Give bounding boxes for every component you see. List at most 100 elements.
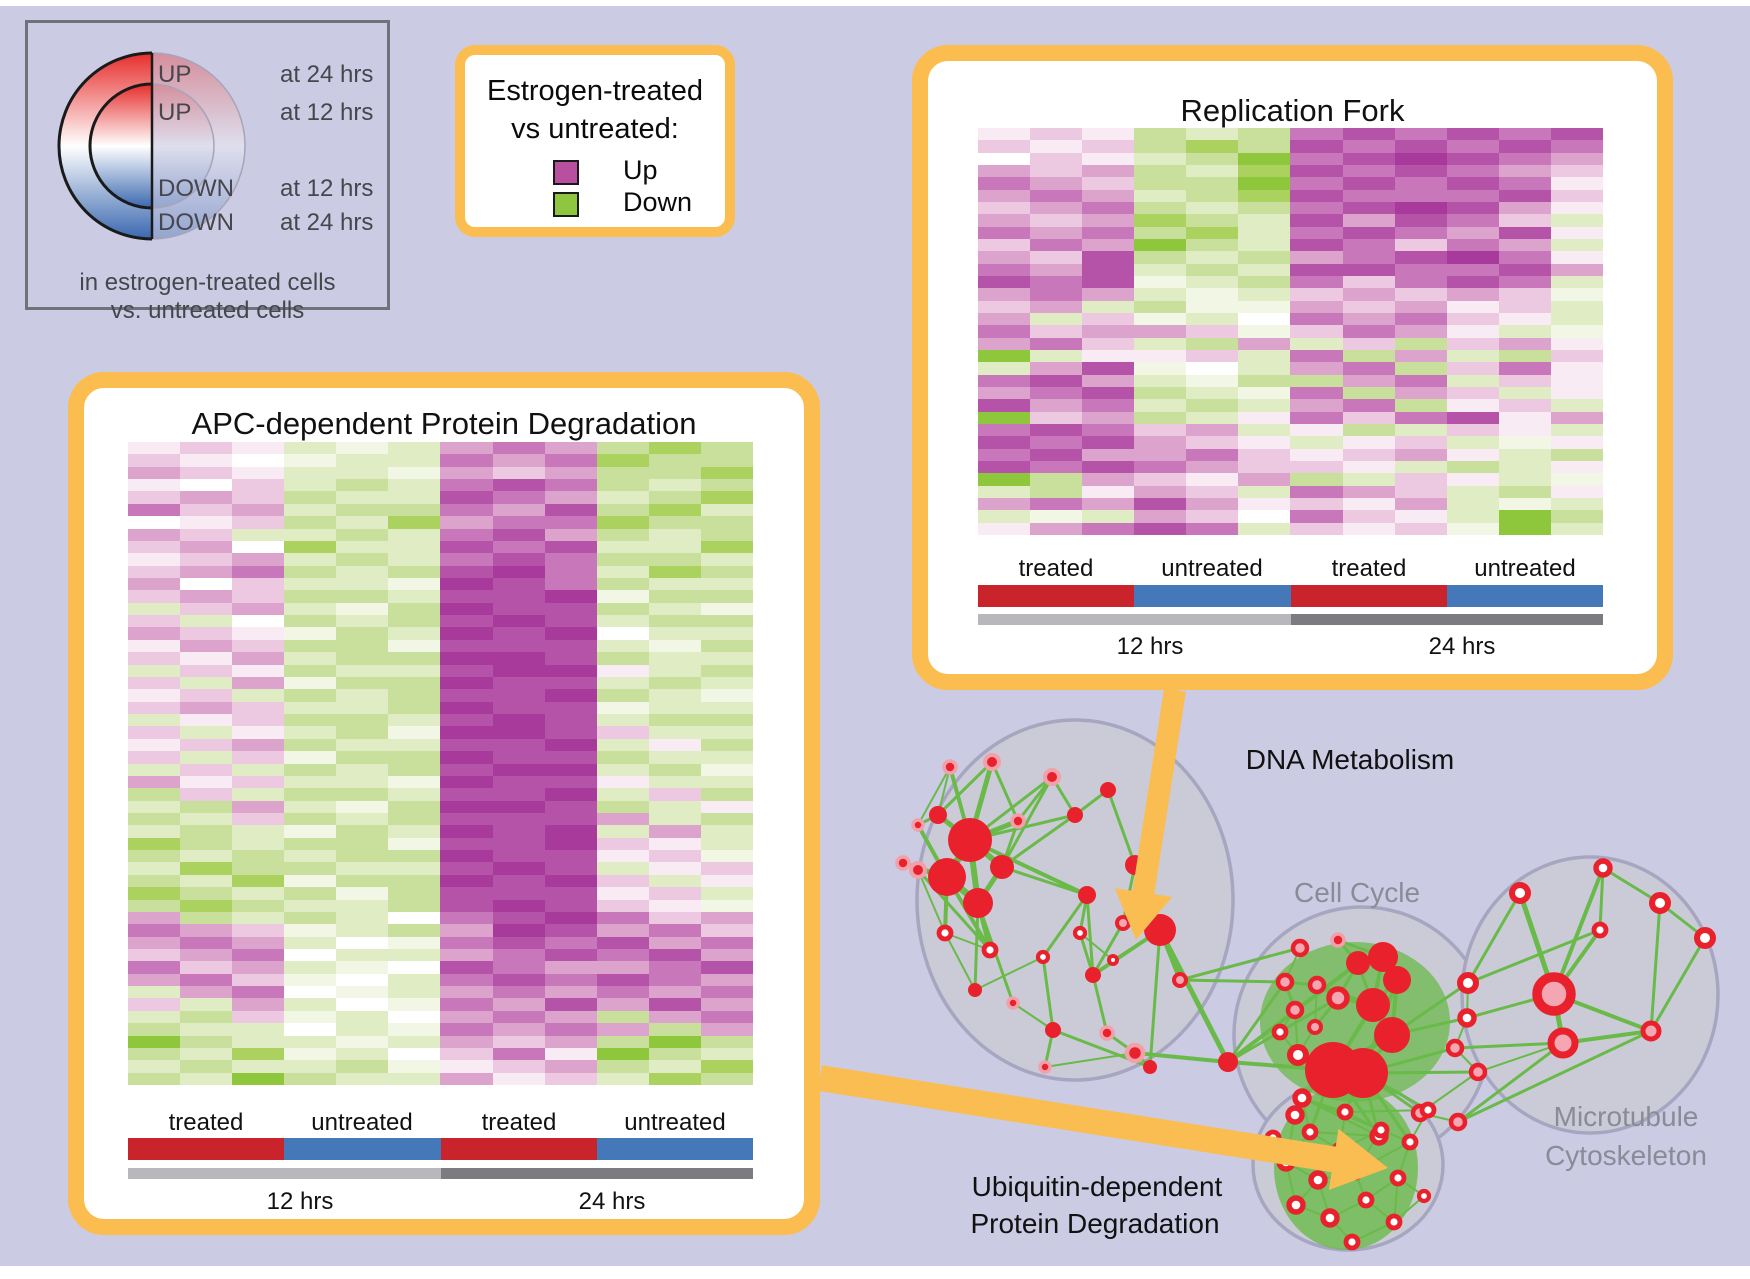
heatmap-cell	[1446, 337, 1499, 350]
heatmap-cell	[1446, 399, 1499, 412]
heatmap-cell	[180, 578, 233, 591]
heatmap-cell	[1342, 497, 1395, 511]
heatmap-cell	[544, 800, 597, 813]
heatmap-cell	[1186, 473, 1239, 486]
heatmap-cell	[1290, 522, 1343, 535]
heatmap-cell	[978, 473, 1031, 486]
heatmap-cell	[1030, 362, 1083, 375]
heatmap-cell	[388, 763, 441, 776]
heatmap-cell	[128, 578, 181, 591]
heatmap-cell	[128, 800, 181, 813]
heatmap-cell	[284, 911, 337, 925]
heatmap-cell	[978, 386, 1031, 400]
heatmap-cell	[1134, 448, 1187, 461]
heatmap-cell	[1446, 275, 1499, 289]
heatmap-cell	[544, 763, 597, 776]
heatmap-cell	[1186, 226, 1239, 239]
heatmap-cell	[1550, 436, 1603, 449]
heatmap-cell	[1342, 448, 1395, 461]
heatmap-cell	[544, 924, 597, 937]
heatmap-cell	[180, 874, 233, 888]
heatmap-cell	[700, 627, 753, 640]
heatmap-cell	[180, 442, 233, 455]
heatmap-cell	[1082, 312, 1135, 326]
heatmap-cell	[180, 553, 233, 566]
heatmap-cell	[440, 602, 493, 616]
heatmap-cell	[336, 602, 389, 616]
heatmap-cell	[1030, 288, 1083, 301]
heatmap-cell	[1238, 522, 1291, 535]
network-node-white-ring	[1285, 1105, 1305, 1125]
updown-dir-label: DOWN	[158, 175, 234, 202]
updown-time-label: at 24 hrs	[280, 61, 374, 88]
heatmap-cell	[232, 812, 285, 826]
heatmap-cell	[1394, 251, 1447, 264]
network-edge	[1041, 956, 1055, 1031]
heatmap-cell	[1186, 436, 1239, 449]
heatmap-cell	[1394, 510, 1447, 523]
heatmap-cell	[388, 540, 441, 554]
heatmap-cell	[180, 837, 233, 851]
network-node-white-ring	[1308, 1170, 1328, 1190]
heatmap-cell	[1030, 140, 1083, 153]
heatmap-cell	[1550, 423, 1603, 437]
heatmap-cell	[128, 627, 181, 640]
network-edge	[1466, 892, 1522, 984]
heatmap-cell	[1446, 423, 1499, 437]
heatmap-cell	[700, 503, 753, 517]
heatmap-cell	[336, 639, 389, 653]
network-node-pink-rim	[911, 818, 925, 832]
heatmap-cell	[388, 751, 441, 764]
heatmap-cell	[388, 837, 441, 851]
heatmap-cell	[388, 911, 441, 925]
heatmap-cell	[1186, 325, 1239, 338]
heatmap-cell	[648, 639, 701, 653]
heatmap-cell	[492, 874, 545, 888]
heatmap-cell	[440, 676, 493, 690]
network-node-pink-ring	[1307, 1019, 1323, 1035]
cluster-ellipse-microtubule-cytoskeleton	[1460, 855, 1720, 1135]
heatmap-cell	[1186, 522, 1239, 535]
heatmap-cell	[440, 998, 493, 1011]
heatmap-cell	[388, 479, 441, 492]
heatmap-cell	[492, 652, 545, 665]
heatmap-cell	[1498, 177, 1551, 190]
heatmap-cell	[180, 590, 233, 603]
heatmap-cell	[1238, 349, 1291, 363]
heatmap-cell	[232, 998, 285, 1011]
network-edge	[1085, 894, 1095, 976]
heatmap-cell	[1134, 140, 1187, 153]
heatmap-cell	[1082, 201, 1135, 215]
heatmap-cell	[648, 850, 701, 863]
heatmap-cell	[232, 850, 285, 863]
network-node-white-ring	[1336, 1103, 1354, 1121]
heatmap-cell	[1030, 374, 1083, 387]
heatmap-cell	[1498, 164, 1551, 178]
heatmap-cell	[128, 911, 181, 925]
heatmap-cell	[1030, 238, 1083, 252]
heatmap-cell	[700, 899, 753, 912]
heatmap-cell	[440, 1023, 493, 1036]
heatmap-cell	[1498, 201, 1551, 215]
heatmap-cell	[978, 275, 1031, 289]
heatmap-cell	[1082, 374, 1135, 387]
heatmap-cell	[128, 825, 181, 838]
heatmap-cell	[492, 627, 545, 640]
heatmap-cell	[440, 714, 493, 727]
heatmap-cell	[1290, 497, 1343, 511]
heatmap-cell	[1498, 497, 1551, 511]
heatmap-cell	[1290, 448, 1343, 461]
heatmap-cell	[648, 763, 701, 776]
heatmap-cell	[978, 522, 1031, 535]
heatmap-cell	[232, 627, 285, 640]
heatmap-cell	[336, 751, 389, 764]
heatmap-cell	[180, 516, 233, 529]
replication-fork-heatmap	[978, 128, 1603, 535]
heatmap-cell	[1082, 510, 1135, 523]
heatmap-cell	[388, 664, 441, 677]
heatmap-cell	[1134, 411, 1187, 424]
heatmap-cell	[1446, 140, 1499, 153]
heatmap-cell	[544, 788, 597, 801]
network-node-white-ring	[1416, 1188, 1432, 1204]
heatmap-cell	[1134, 436, 1187, 449]
